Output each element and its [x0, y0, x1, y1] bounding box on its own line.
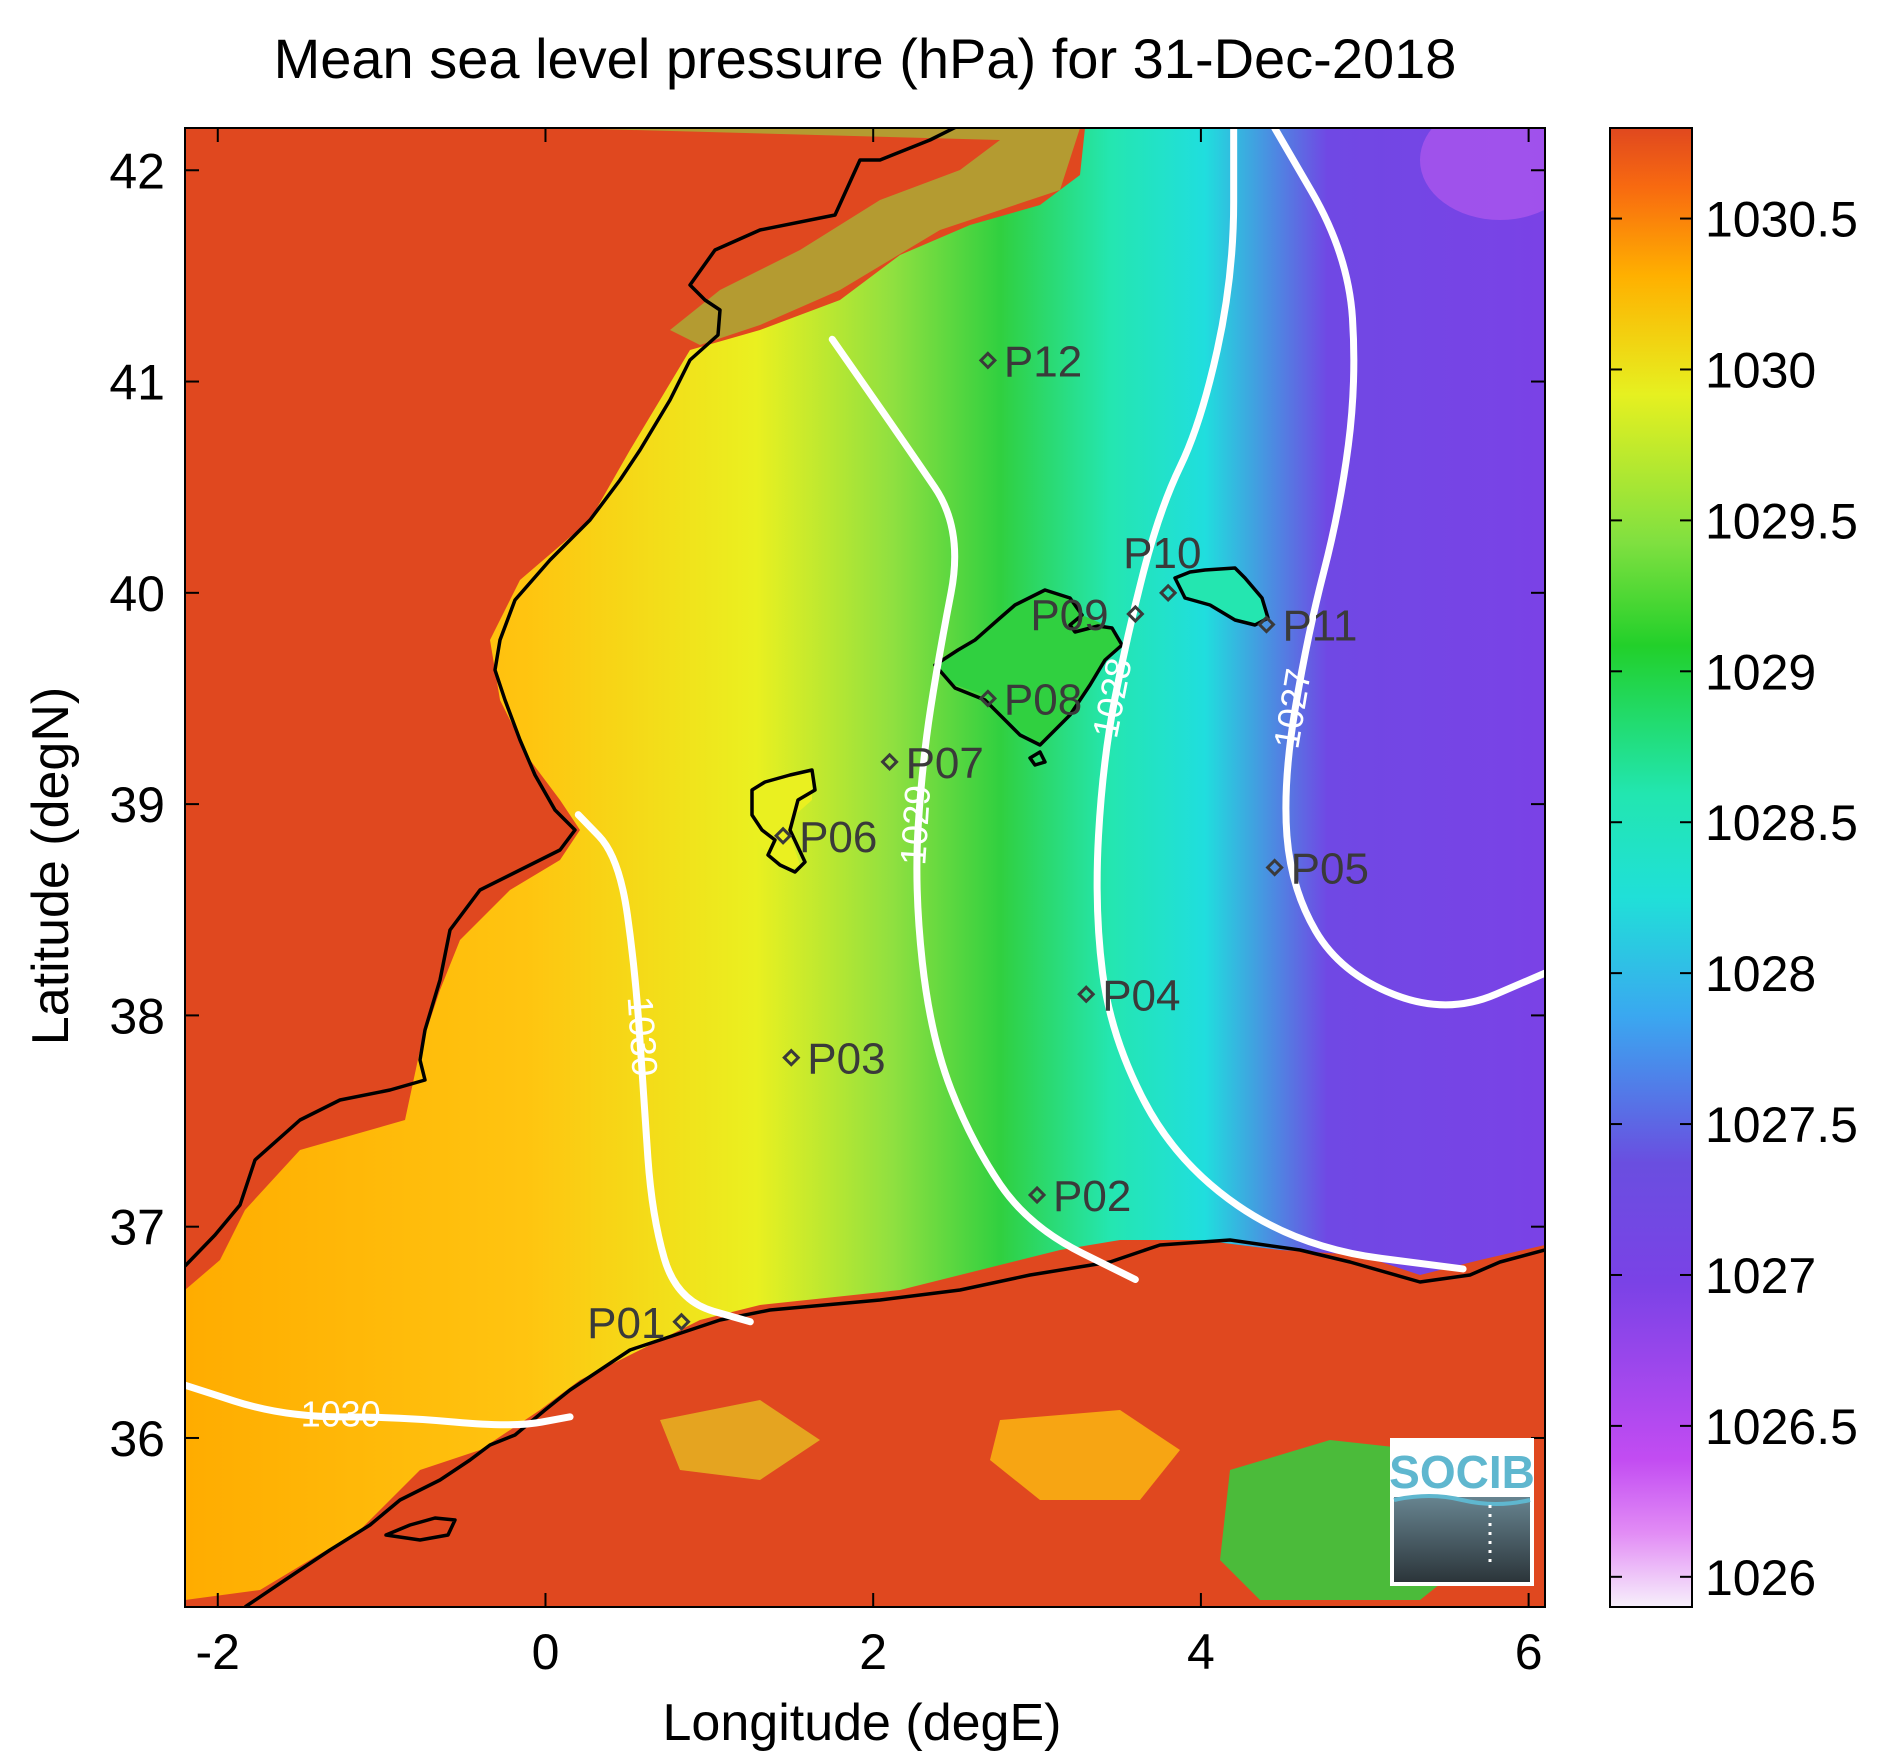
chart-title: Mean sea level pressure (hPa) for 31-Dec…: [274, 27, 1457, 90]
x-tick-label: 2: [859, 1624, 887, 1680]
isobar-1029-line: [828, 335, 1139, 1284]
y-axis-label: Latitude (degN): [22, 687, 80, 1045]
coast-menorca: [1173, 566, 1270, 627]
colorbar-gradient: [1609, 127, 1693, 1608]
x-tick-label: 6: [1515, 1624, 1543, 1680]
station-label-p11: P11: [1282, 602, 1357, 651]
x-tick-label: 4: [1187, 1624, 1215, 1680]
station-marker-p08: [978, 689, 998, 708]
x-tick-label: 0: [532, 1624, 560, 1680]
colorbar-ticks: 1026 1026.5 1027 1027.5 1028 1028.5 1029 1029.5…: [1610, 192, 1858, 1606]
coastlines: [185, 128, 1545, 1607]
station-marker-p11: [1257, 615, 1276, 634]
land-africa-yellow-patch: [990, 1410, 1180, 1500]
station-label-p06: P06: [799, 813, 877, 862]
y-tick-label: 38: [109, 988, 165, 1044]
coast-mallorca: [933, 588, 1124, 747]
colorbar-tick-label: 1027.5: [1705, 1097, 1858, 1153]
island-menorca-fill: [1175, 568, 1268, 625]
logo-text: SOCIB: [1389, 1446, 1535, 1498]
y-tick-label: 42: [109, 143, 165, 199]
station-label-p01: P01: [587, 1299, 665, 1348]
station-markers: P01 P02 P03 P04 P05 P06 P07 P08 P09 P10 P11 P12: [587, 337, 1369, 1347]
land-africa-yellow-patch-2: [660, 1400, 820, 1480]
y-tick-label: 36: [109, 1411, 165, 1467]
station-marker-p10: [1159, 583, 1178, 602]
isobar-1030-label: 1030: [301, 1393, 381, 1434]
x-axis-label: Longitude (degE): [663, 1694, 1062, 1752]
station-marker-p03: [782, 1048, 801, 1067]
station-marker-p07: [880, 752, 899, 771]
isobar-1029-label: 1029: [892, 784, 938, 867]
station-marker-p12: [978, 351, 998, 370]
station-label-p12: P12: [1004, 337, 1082, 386]
station-marker-p04: [1077, 985, 1096, 1004]
isobar-1030-line: [574, 811, 754, 1326]
colorbar: 1026 1026.5 1027 1027.5 1028 1028.5 1029 1029.5…: [1609, 127, 1858, 1608]
x-axis-ticks: -2 0 2 4 6: [196, 128, 1543, 1680]
y-tick-label: 37: [109, 1200, 165, 1256]
plot-frame: [184, 127, 1546, 1608]
station-marker-p05: [1265, 858, 1284, 877]
coast-north-africa: [244, 1238, 1545, 1607]
isobar-1030-line: [185, 1381, 574, 1429]
station-marker-p02: [1027, 1185, 1047, 1205]
y-tick-label: 40: [109, 566, 165, 622]
coast-ibiza: [750, 768, 817, 874]
coast-iberia: [185, 128, 958, 1268]
logo-header: [1394, 1442, 1530, 1497]
colorbar-tick-label: 1028: [1705, 946, 1816, 1002]
colorbar-tick-label: 1030: [1705, 342, 1816, 398]
station-label-p08: P08: [1004, 675, 1082, 724]
station-marker-p09: [1126, 604, 1145, 624]
station-marker-p01: [672, 1312, 691, 1331]
isobar-1030-label: 1030: [620, 995, 666, 1078]
colorbar-tick-label: 1027: [1705, 1248, 1816, 1304]
station-label-p02: P02: [1053, 1172, 1131, 1221]
isobar-contours: [185, 128, 1545, 1429]
isobar-1028-line: [1093, 128, 1467, 1273]
y-tick-label: 39: [109, 777, 165, 833]
y-tick-label: 41: [109, 355, 165, 411]
colorbar-tick-label: 1026: [1705, 1550, 1816, 1606]
land-north-africa: [185, 1240, 1545, 1607]
colorbar-tick-label: 1030.5: [1705, 192, 1858, 248]
island-ibiza-fill: [750, 770, 812, 870]
land-iberia: [185, 128, 1085, 1290]
x-tick-label: -2: [196, 1624, 240, 1680]
station-marker-p06: [773, 826, 793, 845]
station-label-p07: P07: [906, 739, 984, 788]
station-label-p03: P03: [807, 1035, 885, 1084]
y-axis-ticks: 36 37 38 39 40 41 42: [109, 143, 1545, 1467]
colorbar-tick-label: 1029: [1705, 644, 1816, 700]
land-coastal-highlands: [560, 128, 1080, 345]
coast-african-inland-lake: [384, 1516, 457, 1542]
coast-cabrera: [1028, 750, 1047, 767]
colorbar-tick-label: 1029.5: [1705, 493, 1858, 549]
station-label-p04: P04: [1102, 971, 1180, 1020]
station-label-p10: P10: [1123, 529, 1201, 578]
station-label-p05: P05: [1291, 845, 1369, 894]
low-pressure-core: [1420, 128, 1545, 220]
socib-logo: SOCIB: [1389, 1438, 1535, 1586]
logo-wave: [1393, 1494, 1531, 1506]
station-label-p09: P09: [1030, 591, 1108, 640]
isobar-1027-line: [1271, 128, 1545, 1009]
colorbar-tick-label: 1028.5: [1705, 795, 1858, 851]
colorbar-tick-label: 1026.5: [1705, 1399, 1858, 1455]
